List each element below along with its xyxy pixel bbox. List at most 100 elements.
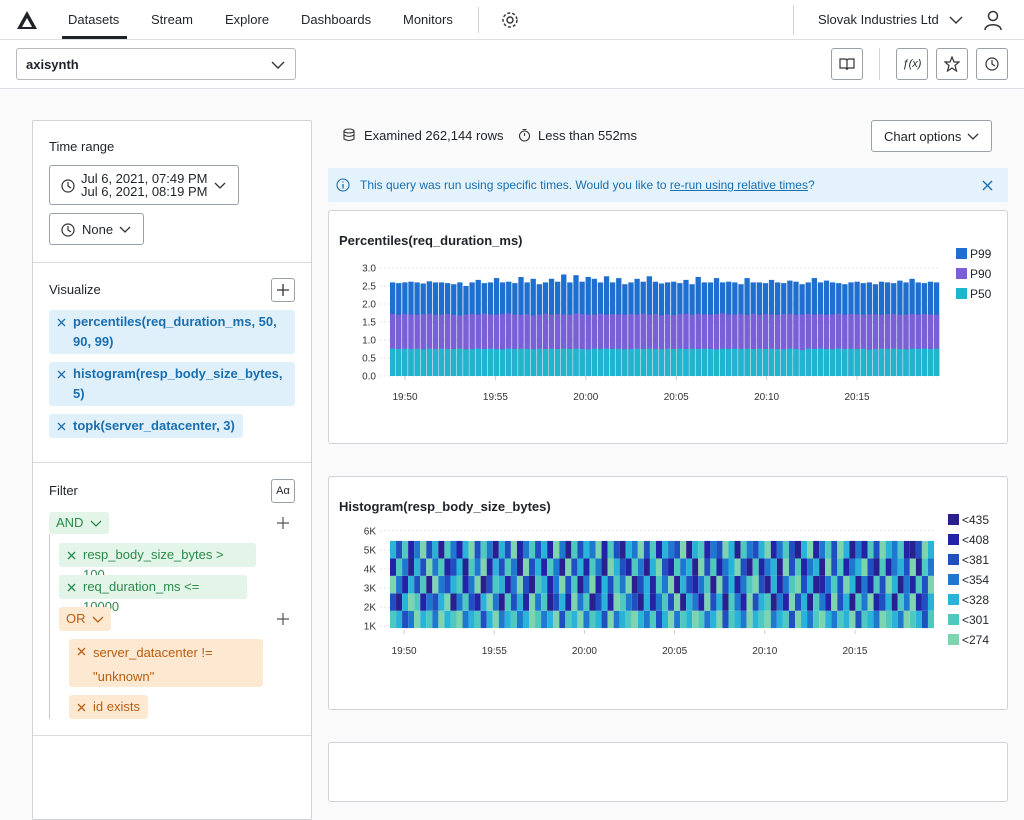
remove-icon[interactable]	[67, 551, 76, 560]
heatmap-cell	[583, 558, 590, 576]
legend-label: P99	[970, 247, 992, 261]
operator-chip[interactable]: OR	[59, 607, 111, 631]
heatmap-cell	[396, 558, 403, 576]
bar	[567, 349, 573, 376]
heatmap-cell	[535, 558, 542, 576]
remove-icon[interactable]	[67, 583, 76, 592]
heatmap-cell	[559, 593, 566, 611]
bar	[817, 348, 824, 376]
heatmap-cell	[420, 610, 427, 629]
x-tick-label: 19:50	[392, 646, 417, 657]
heatmap-cell	[559, 575, 566, 594]
bar	[652, 314, 659, 376]
remove-icon[interactable]	[77, 647, 86, 656]
heatmap-cell	[825, 593, 832, 611]
heatmap-cell	[752, 610, 759, 629]
bar	[493, 314, 500, 376]
logo[interactable]	[16, 10, 38, 30]
heatmap-cell	[843, 593, 850, 611]
time-range-button[interactable]: Jul 6, 2021, 07:49 PM Jul 6, 2021, 08:19 …	[49, 165, 239, 205]
bar	[475, 314, 481, 376]
heatmap-cell	[438, 575, 445, 594]
chevron	[949, 16, 963, 24]
heatmap-cell	[390, 540, 397, 559]
legend-label: <274	[962, 633, 989, 647]
add-filter[interactable]	[276, 516, 290, 530]
visualize-chip[interactable]: topk(server_datacenter, 3)	[49, 414, 243, 438]
remove-icon[interactable]	[57, 422, 66, 431]
bar	[548, 348, 555, 376]
heatmap-cell	[825, 575, 832, 594]
compare-button[interactable]: None	[49, 213, 144, 245]
filter-chip[interactable]: id exists	[69, 695, 148, 719]
star-button[interactable]	[936, 48, 968, 80]
nav-item[interactable]: Explore	[225, 12, 270, 27]
time-start: Jul 6, 2021, 07:49 PM	[81, 171, 208, 186]
heatmap-cell	[450, 593, 457, 611]
heatmap-cell	[770, 558, 777, 576]
heatmap-cell	[746, 593, 753, 611]
settings-icon[interactable]	[500, 10, 520, 30]
case-label: Aα	[276, 485, 290, 497]
nav-item[interactable]: Stream	[151, 12, 193, 27]
bar	[933, 348, 940, 376]
bar	[396, 314, 402, 376]
nav-item[interactable]: Dashboards	[301, 12, 372, 27]
visualize-chip[interactable]: percentiles(req_duration_ms, 50, 90, 99)	[49, 310, 295, 354]
heatmap-cell	[728, 610, 735, 629]
heatmap-cell	[879, 593, 886, 611]
docs-button[interactable]	[831, 48, 863, 80]
legend-label: <301	[962, 613, 989, 627]
bar	[506, 313, 512, 376]
bar	[732, 314, 738, 376]
bar	[720, 348, 726, 376]
heatmap-cell	[776, 575, 783, 594]
bar	[848, 314, 854, 376]
function-button[interactable]: ƒ(x)	[896, 48, 928, 80]
heatmap-cell	[788, 593, 795, 611]
visualize-chip[interactable]: histogram(resp_body_size_bytes, 5)	[49, 362, 295, 406]
bar	[451, 314, 457, 376]
close-icon[interactable]	[982, 180, 993, 191]
notice-link[interactable]: re-run using relative times	[669, 178, 808, 192]
bar	[665, 314, 671, 376]
add-visualize-button[interactable]	[271, 278, 295, 302]
remove-icon[interactable]	[57, 370, 66, 379]
history-button[interactable]	[976, 48, 1008, 80]
bar	[506, 348, 512, 376]
chart-options-button[interactable]: Chart options	[871, 120, 992, 152]
heatmap-cell	[662, 558, 669, 576]
heatmap-cell	[553, 540, 560, 559]
heatmap-cell	[583, 575, 590, 594]
heatmap-cell	[692, 610, 699, 629]
heatmap-cell	[492, 610, 499, 629]
add-filter[interactable]	[276, 612, 290, 626]
filter-chip[interactable]: server_datacenter != "unknown"	[69, 639, 263, 687]
heatmap-cell	[770, 540, 777, 559]
heatmap-cell	[746, 575, 753, 594]
heatmap-cell	[716, 540, 723, 559]
bar	[536, 314, 542, 376]
case-button[interactable]: Aα	[271, 479, 295, 503]
legend-label: <408	[962, 533, 989, 547]
visualize-text: percentiles(req_duration_ms, 50, 90, 99)	[73, 314, 277, 349]
x-tick-label: 20:00	[572, 646, 597, 657]
heatmap-cell	[535, 575, 542, 594]
legend-label: P50	[970, 287, 992, 301]
nav-item[interactable]: Datasets	[68, 12, 120, 27]
heatmap-cell	[843, 575, 850, 594]
heatmap-cell	[438, 558, 445, 576]
operator-chip[interactable]: AND	[49, 512, 109, 534]
user-icon[interactable]	[983, 9, 1003, 31]
remove-icon[interactable]	[57, 318, 66, 327]
heatmap-cell	[480, 593, 487, 611]
org-switcher[interactable]: Slovak Industries Ltd	[818, 12, 939, 27]
nav-item[interactable]: Monitors	[403, 12, 453, 27]
bar	[701, 348, 707, 376]
remove-icon[interactable]	[77, 703, 86, 712]
heatmap-cell	[891, 558, 898, 576]
dataset-select[interactable]: axisynth	[16, 48, 296, 80]
heatmap-cell	[438, 610, 445, 629]
heatmap-cell	[535, 610, 542, 629]
y-tick-label: 3K	[364, 584, 377, 595]
